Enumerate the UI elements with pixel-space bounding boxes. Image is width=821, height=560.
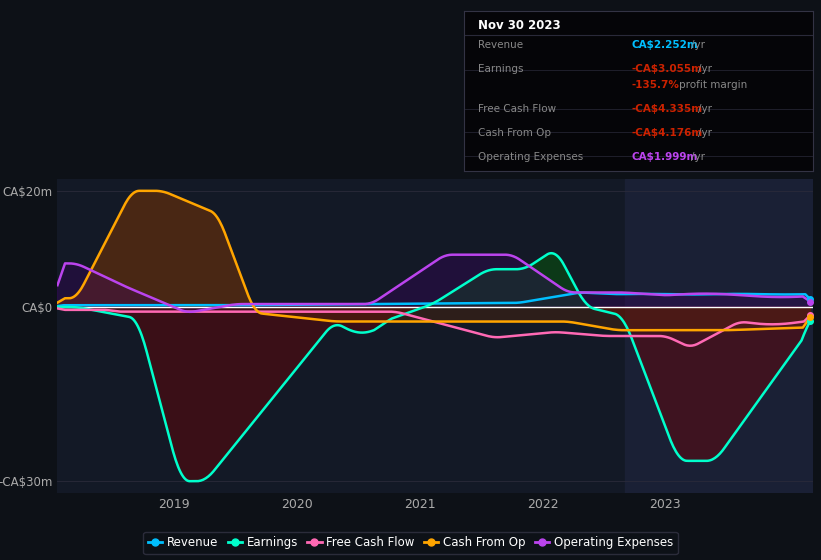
Bar — [625, 179, 813, 493]
Text: Operating Expenses: Operating Expenses — [478, 152, 583, 162]
Text: CA$2.252m: CA$2.252m — [631, 40, 698, 50]
Text: /yr: /yr — [698, 104, 712, 114]
Text: CA$1.999m: CA$1.999m — [631, 152, 698, 162]
Text: -CA$3.055m: -CA$3.055m — [631, 64, 702, 74]
Text: Revenue: Revenue — [478, 40, 523, 50]
Text: Cash From Op: Cash From Op — [478, 128, 551, 138]
Legend: Revenue, Earnings, Free Cash Flow, Cash From Op, Operating Expenses: Revenue, Earnings, Free Cash Flow, Cash … — [143, 531, 678, 554]
Text: Nov 30 2023: Nov 30 2023 — [478, 19, 561, 32]
Text: Earnings: Earnings — [478, 64, 523, 74]
Text: /yr: /yr — [698, 64, 712, 74]
Text: -CA$4.335m: -CA$4.335m — [631, 104, 703, 114]
Text: /yr: /yr — [691, 152, 705, 162]
Text: -CA$4.176m: -CA$4.176m — [631, 128, 703, 138]
Text: Free Cash Flow: Free Cash Flow — [478, 104, 556, 114]
Text: profit margin: profit margin — [679, 80, 747, 90]
Text: -135.7%: -135.7% — [631, 80, 679, 90]
Text: /yr: /yr — [691, 40, 705, 50]
Text: /yr: /yr — [698, 128, 712, 138]
